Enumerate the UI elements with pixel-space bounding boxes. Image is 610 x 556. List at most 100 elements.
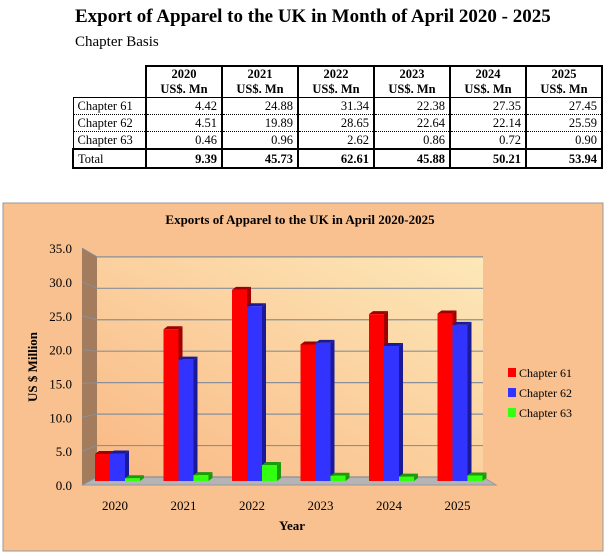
back-wall: [97, 257, 483, 477]
page-title: Export of Apparel to the UK in Month of …: [75, 6, 551, 27]
bar-side: [262, 303, 266, 481]
y-tick-label: 20.0: [49, 343, 72, 358]
bar-chapter-61-2024: [369, 314, 384, 481]
legend-label: Chapter 61: [519, 366, 572, 380]
year-label: 2023: [399, 67, 425, 81]
bar-top: [110, 450, 129, 454]
row-label: Chapter 62: [72, 114, 146, 132]
table-cell: 25.59: [525, 114, 603, 132]
y-tick-label: 10.0: [49, 410, 72, 425]
table-cell: 45.88: [373, 148, 451, 169]
table-cell: 22.14: [449, 114, 527, 132]
table-cell: 0.46: [145, 131, 223, 150]
bar-chapter-62-2022: [247, 306, 262, 481]
table-row: Chapter 62 4.51 19.89 28.65 22.64 22.14 25.59: [72, 114, 603, 132]
bar-top: [452, 321, 472, 325]
bar-chapter-61-2025: [437, 313, 453, 481]
table-cell: 28.65: [297, 114, 375, 132]
bar-top: [369, 311, 388, 315]
bar-chapter-63-2025: [467, 475, 483, 481]
gridline-side: [81, 382, 98, 384]
bar-side: [414, 473, 418, 481]
year-header: 2020 US$. Mn: [145, 65, 223, 98]
bar-top: [232, 286, 251, 290]
table-cell: 9.39: [145, 148, 223, 169]
legend: Chapter 61 Chapter 62 Chapter 63: [508, 366, 572, 420]
gridline-side: [81, 445, 98, 452]
table-cell: 27.35: [449, 97, 527, 115]
gridline-side: [81, 247, 98, 258]
bar-chapter-63-2024: [399, 476, 414, 481]
y-tick-label: 35.0: [49, 241, 72, 256]
x-tick-label: 2020: [102, 498, 128, 513]
row-label: Total: [72, 148, 147, 169]
bar-top: [315, 339, 335, 343]
bar-top: [300, 341, 320, 345]
bar-side: [125, 450, 129, 481]
bar-chapter-63-2021: [193, 475, 209, 481]
bar-side: [482, 472, 487, 481]
table-cell: 4.42: [145, 97, 223, 115]
legend-swatch: [508, 388, 516, 397]
side-wall: [82, 248, 97, 485]
x-tick-label: 2023: [308, 498, 334, 513]
bar-chapter-61-2022: [232, 289, 247, 481]
bar-top: [95, 451, 114, 455]
bar-side: [277, 462, 281, 481]
table-cell: 19.89: [221, 114, 299, 132]
bar-top: [125, 475, 144, 479]
table-cell: 62.61: [297, 148, 375, 169]
table-cell: 0.86: [373, 131, 451, 150]
table-row: Chapter 63 0.46 0.96 2.62 0.86 0.72 0.90: [72, 131, 603, 150]
table-cell: 31.34: [297, 97, 375, 115]
gridline-side: [81, 476, 98, 486]
bar-side: [208, 472, 213, 481]
bar-side: [399, 342, 403, 481]
table-row: Chapter 61 4.42 24.88 31.34 22.38 27.35 27.45: [72, 97, 603, 115]
gridline-side: [81, 281, 98, 289]
bar-top: [193, 472, 213, 476]
table-cell: 45.73: [221, 148, 299, 169]
year-label: 2021: [247, 67, 273, 81]
y-tick-label: 5.0: [56, 444, 72, 459]
bar-top: [437, 310, 457, 314]
bar-chapter-62-2025: [452, 324, 468, 481]
data-table: 2020 US$. Mn 2021 US$. Mn 2022 US$. Mn 2023 US$…: [72, 65, 603, 169]
table-cell: 22.38: [373, 97, 451, 115]
bar-side: [193, 356, 198, 481]
gridline-side: [81, 349, 98, 352]
gridline-side: [81, 315, 98, 321]
y-tick-label: 25.0: [49, 309, 72, 324]
bar-chapter-61-2020: [95, 454, 110, 481]
table-cell: 53.94: [525, 148, 603, 169]
legend-swatch: [508, 368, 516, 377]
bar-side: [345, 472, 350, 481]
bar-top: [247, 303, 266, 307]
unit-label: US$. Mn: [464, 82, 512, 96]
legend-label: Chapter 63: [519, 406, 572, 420]
year-header: 2025 US$. Mn: [525, 65, 603, 98]
bar-side: [140, 475, 144, 481]
table-cell: 22.64: [373, 114, 451, 132]
gridline-side: [81, 413, 98, 418]
year-header: 2023 US$. Mn: [373, 65, 451, 98]
year-header: 2022 US$. Mn: [297, 65, 375, 98]
bar-top: [467, 472, 487, 476]
x-tick-label: 2024: [376, 498, 403, 513]
year-label: 2022: [323, 67, 349, 81]
table-cell: 2.62: [297, 131, 375, 150]
y-tick-label: 0.0: [56, 478, 72, 493]
bar-top: [262, 462, 281, 466]
table-cell: 24.88: [221, 97, 299, 115]
row-label: Chapter 61: [72, 97, 146, 115]
bar-chapter-62-2024: [384, 345, 399, 481]
table-cell: 0.90: [525, 131, 603, 150]
floor: [81, 476, 498, 486]
table-cell: 4.51: [145, 114, 223, 132]
bar-chapter-63-2023: [330, 475, 346, 481]
bar-side: [330, 339, 335, 481]
bar-chapter-63-2020: [125, 478, 140, 481]
y-axis-title: US $ Million: [25, 331, 40, 402]
year-label: 2024: [475, 67, 501, 81]
bar-chapter-62-2021: [178, 359, 194, 481]
